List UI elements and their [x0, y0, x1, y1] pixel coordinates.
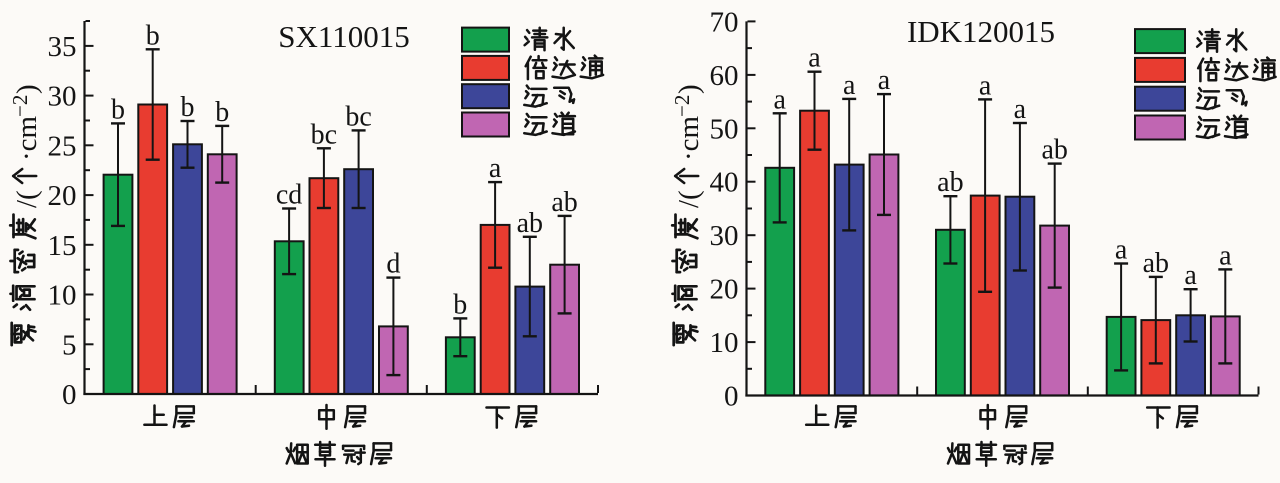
svg-text:): ) — [11, 84, 43, 94]
svg-text:·cm: ·cm — [673, 115, 705, 161]
svg-text:a: a — [878, 65, 891, 96]
svg-text:a: a — [843, 70, 856, 101]
svg-text:70: 70 — [710, 6, 739, 38]
svg-text:a: a — [1014, 94, 1027, 125]
svg-text:ab: ab — [937, 167, 963, 198]
svg-text:25: 25 — [48, 130, 77, 162]
svg-text:/(: /( — [673, 190, 705, 208]
svg-text:b: b — [453, 289, 467, 320]
svg-text:bc: bc — [345, 101, 371, 132]
svg-text:a: a — [979, 70, 992, 101]
svg-text:a: a — [1115, 235, 1128, 266]
svg-text:0: 0 — [724, 381, 739, 413]
svg-text:5: 5 — [62, 329, 77, 361]
svg-text:·cm: ·cm — [11, 115, 43, 161]
svg-text:50: 50 — [710, 113, 739, 145]
svg-text:15: 15 — [48, 230, 77, 262]
svg-text:40: 40 — [710, 167, 739, 199]
svg-text:−2: −2 — [8, 95, 32, 117]
svg-text:20: 20 — [48, 180, 77, 212]
svg-text:SX110015: SX110015 — [278, 19, 409, 54]
svg-text:30: 30 — [710, 220, 739, 252]
svg-text:bc: bc — [311, 119, 337, 150]
svg-text:ab: ab — [1143, 248, 1169, 279]
svg-text:10: 10 — [710, 327, 739, 359]
svg-text:d: d — [386, 249, 400, 280]
svg-text:/(: /( — [11, 190, 43, 208]
svg-text:cd: cd — [276, 180, 302, 211]
svg-text:IDK120015: IDK120015 — [907, 14, 1055, 49]
svg-text:ab: ab — [517, 208, 543, 239]
svg-text:−2: −2 — [670, 95, 694, 117]
svg-text:30: 30 — [48, 81, 77, 113]
svg-text:0: 0 — [62, 379, 77, 411]
svg-text:): ) — [673, 84, 705, 94]
svg-text:a: a — [489, 153, 502, 184]
svg-text:ab: ab — [1041, 135, 1067, 166]
svg-text:a: a — [1184, 260, 1197, 291]
svg-text:35: 35 — [48, 31, 77, 63]
svg-text:b: b — [146, 20, 160, 51]
svg-text:60: 60 — [710, 60, 739, 92]
svg-text:a: a — [773, 84, 786, 115]
svg-text:b: b — [181, 92, 195, 123]
svg-text:ab: ab — [551, 187, 577, 218]
svg-text:10: 10 — [48, 280, 77, 312]
svg-text:a: a — [808, 43, 821, 74]
svg-text:20: 20 — [710, 274, 739, 306]
svg-text:b: b — [215, 97, 229, 128]
svg-text:a: a — [1219, 240, 1232, 271]
svg-text:b: b — [111, 94, 125, 125]
